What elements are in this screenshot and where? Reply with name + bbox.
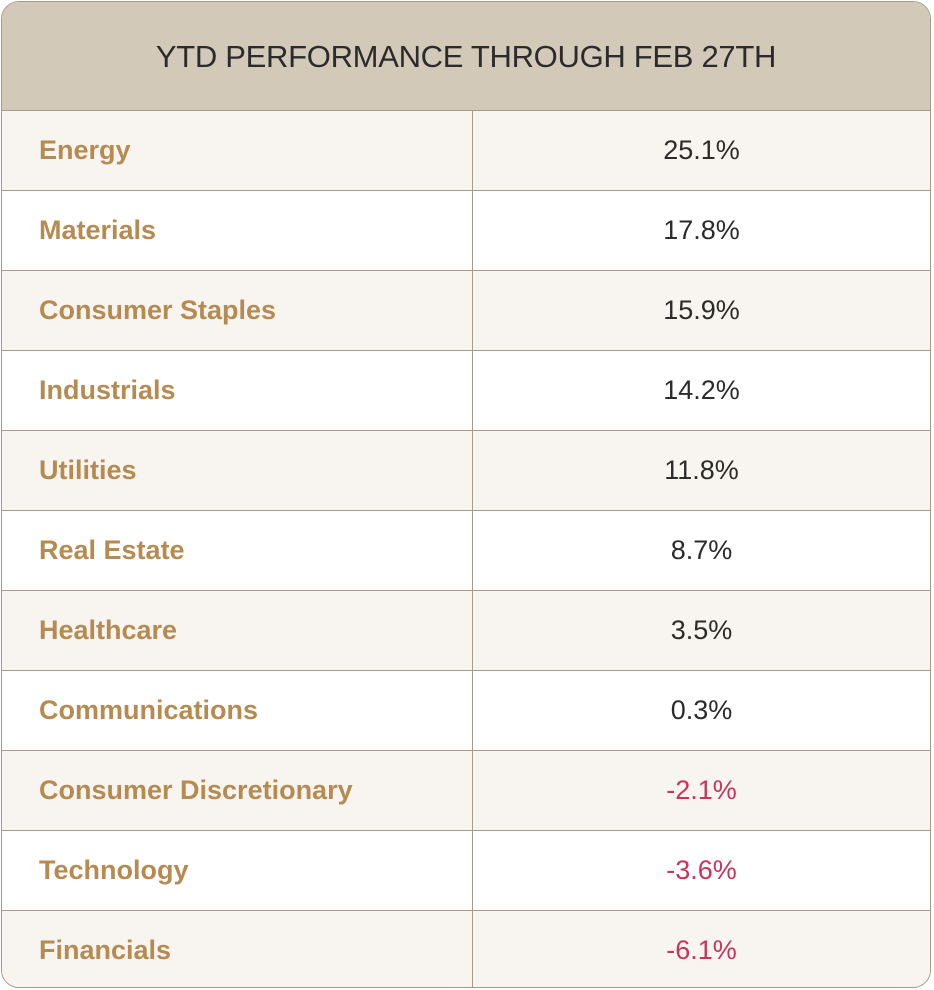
table-row: Utilities 11.8% [2, 431, 930, 511]
table-header: YTD PERFORMANCE THROUGH FEB 27TH [2, 2, 930, 111]
value-cell: 17.8% [663, 215, 740, 245]
value-cell: -2.1% [666, 775, 737, 805]
sector-cell: Communications [2, 671, 473, 750]
table-body: Energy 25.1% Materials 17.8% Consumer Staple… [2, 111, 930, 987]
sector-cell: Industrials [2, 351, 473, 430]
value-cell: -6.1% [666, 934, 737, 965]
sector-cell: Real Estate [2, 511, 473, 590]
sector-cell: Consumer Discretionary [2, 751, 473, 830]
table-row: Communications 0.3% [2, 671, 930, 751]
value-cell: 3.5% [670, 615, 733, 645]
table-row: Energy 25.1% [2, 111, 930, 191]
sector-cell: Utilities [2, 431, 473, 510]
table-row: Industrials 14.2% [2, 351, 930, 431]
sector-cell: Technology [2, 831, 473, 910]
sector-cell: Materials [2, 191, 473, 270]
value-cell: 14.2% [663, 375, 740, 405]
table-row: Consumer Staples 15.9% [2, 271, 930, 351]
table-row: Real Estate 8.7% [2, 511, 930, 591]
table-row: Financials -6.1% [2, 911, 930, 987]
sector-cell: Energy [2, 111, 473, 190]
value-cell: 8.7% [670, 535, 733, 565]
sector-cell: Healthcare [2, 591, 473, 670]
table-row: Materials 17.8% [2, 191, 930, 271]
sector-cell: Financials [2, 911, 473, 987]
sector-cell: Consumer Staples [2, 271, 473, 350]
value-cell: 0.3% [670, 695, 733, 725]
table-row: Technology -3.6% [2, 831, 930, 911]
value-cell: 11.8% [664, 455, 739, 485]
table-title: YTD PERFORMANCE THROUGH FEB 27TH [155, 39, 777, 74]
table-row: Consumer Discretionary -2.1% [2, 751, 930, 831]
table-row: Healthcare 3.5% [2, 591, 930, 671]
value-cell: 25.1% [663, 135, 740, 165]
value-cell: 15.9% [663, 295, 740, 325]
value-cell: -3.6% [666, 855, 737, 885]
